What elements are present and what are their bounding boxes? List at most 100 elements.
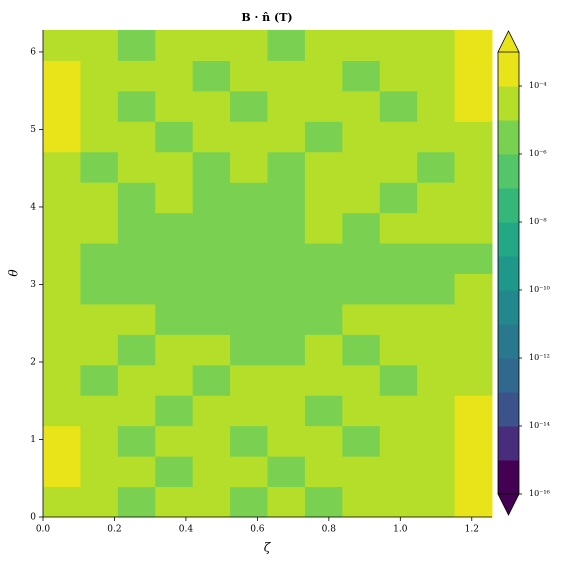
contour-cell: [379, 212, 418, 244]
contour-cell: [379, 121, 418, 153]
x-tick-label: 0.6: [250, 525, 265, 535]
contour-cell: [43, 456, 81, 488]
contour-cell: [117, 121, 156, 153]
contour-cell: [417, 364, 456, 396]
contour-cell: [267, 273, 306, 305]
contour-cell: [267, 334, 306, 366]
contour-cell: [155, 243, 194, 274]
contour-cell: [379, 425, 418, 457]
contour-cell: [379, 90, 418, 122]
contour-cell: [80, 121, 119, 153]
contour-cell: [379, 456, 418, 488]
contour-cell: [454, 486, 493, 518]
contour-cell: [342, 303, 381, 335]
y-tick-label: 5: [30, 125, 36, 135]
contour-cell: [417, 182, 456, 214]
colorbar-tick-label: 10⁻¹²: [529, 353, 550, 362]
contour-cell: [304, 456, 343, 488]
contour-cell: [155, 273, 194, 305]
contour-cell: [342, 90, 381, 122]
contour-cell: [43, 60, 81, 92]
contour-cell: [230, 273, 268, 305]
y-axis-label: θ: [7, 269, 21, 277]
contour-cell: [304, 90, 343, 122]
contour-cell: [117, 30, 156, 61]
contour-cell: [342, 30, 381, 61]
contour-cell: [417, 212, 456, 244]
contour-cell: [342, 60, 381, 92]
contour-cell: [192, 212, 231, 244]
contour-cell: [342, 364, 381, 396]
contour-cell: [379, 182, 418, 214]
contour-cell: [342, 273, 381, 305]
contour-cell: [267, 151, 306, 183]
x-tick-label: 0.0: [36, 525, 51, 535]
contour-cell: [342, 121, 381, 153]
y-tick-label: 3: [30, 280, 36, 290]
contour-cell: [117, 456, 156, 488]
contour-cell: [267, 456, 306, 488]
colorbar-band: [498, 358, 519, 393]
contour-cell: [267, 212, 306, 244]
contour-cell: [192, 60, 231, 92]
contour-cell: [80, 151, 119, 183]
contour-cell: [80, 60, 119, 92]
contour-cell: [43, 121, 81, 153]
contour-cell: [155, 486, 194, 518]
contour-cell: [80, 243, 119, 274]
contour-cell: [267, 425, 306, 457]
contour-cell: [155, 212, 194, 244]
contour-cell: [230, 303, 268, 335]
contour-cell: [192, 303, 231, 335]
contour-cell: [267, 60, 306, 92]
colorbar-band: [498, 120, 519, 155]
contour-cell: [117, 273, 156, 305]
contour-cell: [80, 30, 119, 61]
contour-cell: [230, 182, 268, 214]
contour-cell: [117, 334, 156, 366]
contour-cell: [155, 364, 194, 396]
contour-cell: [230, 212, 268, 244]
contour-cell: [80, 334, 119, 366]
contour-cell: [417, 151, 456, 183]
x-axis-label: ζ: [264, 541, 272, 555]
contour-cell: [454, 182, 493, 214]
contour-cell: [417, 30, 456, 61]
contour-cell: [304, 486, 343, 518]
contour-cell: [230, 334, 268, 366]
contour-cell: [192, 334, 231, 366]
contour-cell: [267, 30, 306, 61]
contour-cell: [304, 425, 343, 457]
colorbar-band: [498, 86, 519, 121]
contour-cell: [43, 90, 81, 122]
contour-cell: [417, 334, 456, 366]
contour-cell: [155, 395, 194, 427]
contour-cell: [417, 90, 456, 122]
contour-cell: [304, 334, 343, 366]
contour-cell: [342, 212, 381, 244]
contour-cell: [117, 364, 156, 396]
contour-cell: [43, 30, 81, 61]
contour-cell: [379, 486, 418, 518]
contour-cell: [155, 30, 194, 61]
contour-cell: [454, 212, 493, 244]
contour-cell: [192, 182, 231, 214]
contour-cell: [155, 121, 194, 153]
contour-cell: [342, 151, 381, 183]
contour-cell: [454, 273, 493, 305]
contour-cell: [117, 425, 156, 457]
contour-cell: [80, 395, 119, 427]
contour-cell: [80, 486, 119, 518]
colorbar-band: [498, 52, 519, 87]
contour-cell: [80, 90, 119, 122]
colorbar-band: [498, 392, 519, 427]
contour-cell: [417, 486, 456, 518]
contour-cell: [454, 60, 493, 92]
contour-cell: [192, 364, 231, 396]
contour-cell: [342, 182, 381, 214]
contour-cell: [304, 364, 343, 396]
contour-cell: [43, 212, 81, 244]
contour-cell: [80, 273, 119, 305]
contour-cell: [417, 303, 456, 335]
